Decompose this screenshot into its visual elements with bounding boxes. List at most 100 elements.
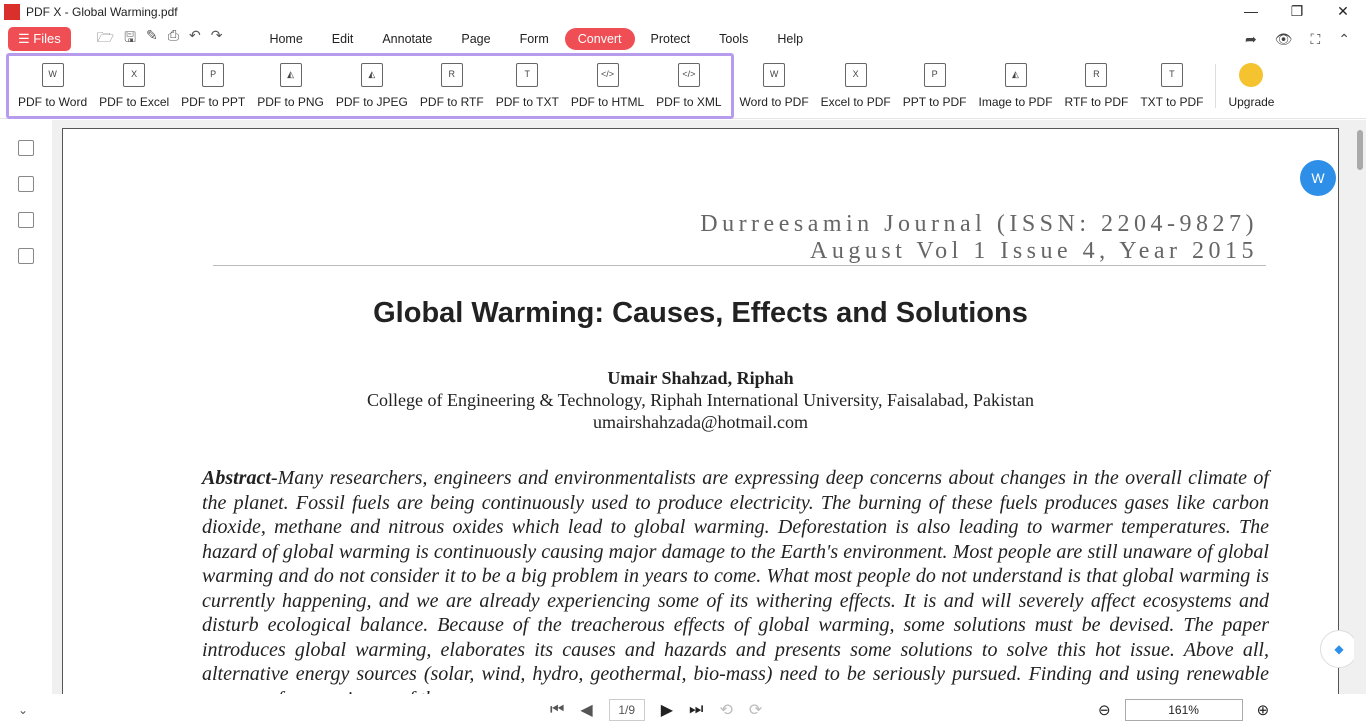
pdf-to-txt-button[interactable]: T PDF to TXT: [490, 62, 565, 109]
view-icon[interactable]: 👁: [1274, 30, 1293, 47]
paper-title: Global Warming: Causes, Effects and Solu…: [373, 297, 1028, 329]
pdf-to-group: W PDF to Word X PDF to Excel P PDF to PPT ◭…: [6, 52, 734, 119]
print-icon[interactable]: ⎙: [167, 27, 179, 43]
rotate-left-icon[interactable]: ⟲: [719, 702, 733, 719]
tab-protect[interactable]: Protect: [650, 32, 691, 46]
tab-home[interactable]: Home: [269, 32, 303, 46]
menu-bar: ☰ Files 🗁 🖫 ✎ ⎙ ↶ ↷ Home Edit Annotate Page F…: [0, 26, 1366, 52]
form-icon[interactable]: [18, 248, 34, 264]
image-icon: ◭: [360, 62, 383, 87]
pdf-to-rtf-button[interactable]: R PDF to RTF: [414, 62, 490, 109]
label: PDF to RTF: [419, 94, 484, 109]
zoom-in-icon[interactable]: ⊕: [1256, 702, 1270, 719]
image-icon: ◭: [1004, 62, 1027, 87]
next-page-icon[interactable]: ▶: [660, 702, 674, 719]
word-to-pdf-button[interactable]: W Word to PDF: [734, 62, 815, 109]
pdf-to-html-button[interactable]: </> PDF to HTML: [565, 62, 650, 109]
document-viewer: Durreesamin Journal (ISSN: 2204-9827) Aug…: [52, 120, 1366, 694]
txt-to-pdf-button[interactable]: T TXT to PDF: [1134, 62, 1209, 109]
files-button[interactable]: ☰ Files: [8, 27, 71, 51]
affiliation: College of Engineering & Technology, Rip…: [367, 390, 1034, 410]
label: PDF to JPEG: [335, 94, 408, 109]
rtf-to-pdf-button[interactable]: R RTF to PDF: [1059, 62, 1135, 109]
txt-icon: T: [1160, 62, 1183, 87]
zoom-input[interactable]: 161%: [1124, 699, 1243, 721]
convert-ribbon: W PDF to Word X PDF to Excel P PDF to PPT ◭…: [0, 52, 1366, 119]
journal-line: Durreesamin Journal (ISSN: 2204-9827): [700, 211, 1258, 237]
label: Word to PDF: [739, 94, 809, 109]
label: PDF to PPT: [181, 94, 246, 109]
ppt-icon: P: [202, 62, 225, 87]
undo-icon[interactable]: ↶: [188, 27, 201, 43]
share-icon[interactable]: ➦: [1244, 30, 1257, 47]
html-icon: </>: [596, 62, 619, 87]
pdf-to-ppt-button[interactable]: P PDF to PPT: [175, 62, 251, 109]
status-bar: ⌄ ⏮ ◀ 1/9 ▶ ⏭ ⟲ ⟳ ⊖ 161% ⊕: [0, 694, 1366, 726]
close-button[interactable]: ✕: [1337, 3, 1349, 19]
excel-to-pdf-button[interactable]: X Excel to PDF: [815, 62, 897, 109]
open-icon[interactable]: 🗁: [96, 29, 115, 45]
pdf-to-excel-button[interactable]: X PDF to Excel: [93, 62, 175, 109]
pages-icon[interactable]: [18, 176, 34, 192]
left-sidebar: [0, 120, 52, 726]
first-page-icon[interactable]: ⏮: [550, 701, 565, 718]
prev-page-icon[interactable]: ◀: [580, 702, 593, 719]
chevron-down-icon[interactable]: ⌄: [18, 703, 29, 717]
author-name: Umair Shahzad, Riphah: [607, 368, 794, 388]
excel-icon: X: [844, 62, 867, 87]
label: Image to PDF: [978, 94, 1053, 109]
pdf-to-png-button[interactable]: ◭ PDF to PNG: [251, 62, 330, 109]
tab-form[interactable]: Form: [519, 32, 549, 46]
save-as-icon[interactable]: ✎: [146, 27, 158, 43]
convert-to-word-fab[interactable]: W: [1300, 160, 1336, 196]
image-icon: ◭: [279, 62, 302, 87]
bookmark-icon[interactable]: [18, 140, 34, 156]
rotate-right-icon[interactable]: ⟳: [748, 702, 763, 719]
page-input[interactable]: 1/9: [608, 699, 645, 721]
abstract-label: Abstract: [202, 467, 271, 489]
save-icon[interactable]: 🖫: [124, 29, 137, 45]
tab-edit[interactable]: Edit: [331, 32, 354, 46]
last-page-icon[interactable]: ⏭: [689, 701, 704, 718]
label: PDF to PNG: [257, 94, 324, 109]
divider: [1215, 63, 1217, 108]
label: PDF to XML: [656, 94, 722, 109]
tab-convert[interactable]: Convert: [564, 28, 635, 50]
rtf-icon: R: [1085, 62, 1108, 87]
label: PPT to PDF: [902, 94, 967, 109]
zoom-out-icon[interactable]: ⊖: [1098, 702, 1111, 719]
label: PDF to HTML: [570, 94, 645, 109]
redo-icon[interactable]: ↷: [210, 27, 223, 43]
upgrade-button[interactable]: Upgrade: [1222, 62, 1280, 109]
txt-icon: T: [516, 62, 539, 87]
pdf-to-word-button[interactable]: W PDF to Word: [12, 62, 93, 109]
tab-help[interactable]: Help: [777, 32, 804, 46]
fullscreen-icon[interactable]: ⛶: [1310, 30, 1321, 47]
window-title: PDF X - Global Warming.pdf: [26, 5, 178, 19]
collapse-icon[interactable]: ⌃: [1338, 30, 1350, 47]
ai-assistant-button[interactable]: ◆: [1320, 630, 1358, 668]
files-label: Files: [33, 31, 61, 46]
ppt-to-pdf-button[interactable]: P PPT to PDF: [897, 62, 973, 109]
journal-header: Durreesamin Journal (ISSN: 2204-9827) Aug…: [700, 211, 1258, 265]
tab-tools[interactable]: Tools: [719, 32, 749, 46]
pdf-to-xml-button[interactable]: </> PDF to XML: [650, 62, 727, 109]
title-bar: PDF X - Global Warming.pdf — ❐ ✕: [0, 0, 1366, 24]
journal-line: August Vol 1 Issue 4, Year 2015: [810, 238, 1258, 264]
maximize-button[interactable]: ❐: [1290, 3, 1304, 19]
tab-page[interactable]: Page: [461, 32, 491, 46]
label: TXT to PDF: [1140, 94, 1204, 109]
minimize-button[interactable]: —: [1244, 3, 1258, 19]
ppt-icon: P: [923, 62, 946, 87]
vertical-scrollbar[interactable]: [1354, 120, 1366, 694]
app-logo-icon: [4, 4, 20, 20]
tab-annotate[interactable]: Annotate: [382, 32, 433, 46]
image-to-pdf-button[interactable]: ◭ Image to PDF: [973, 62, 1059, 109]
author-block: Umair Shahzad, Riphah College of Enginee…: [63, 367, 1338, 433]
excel-icon: X: [123, 62, 146, 87]
rtf-icon: R: [440, 62, 463, 87]
pdf-page: Durreesamin Journal (ISSN: 2204-9827) Aug…: [62, 128, 1339, 694]
word-icon: W: [41, 62, 64, 87]
comment-icon[interactable]: [18, 212, 34, 228]
pdf-to-jpeg-button[interactable]: ◭ PDF to JPEG: [330, 62, 414, 109]
